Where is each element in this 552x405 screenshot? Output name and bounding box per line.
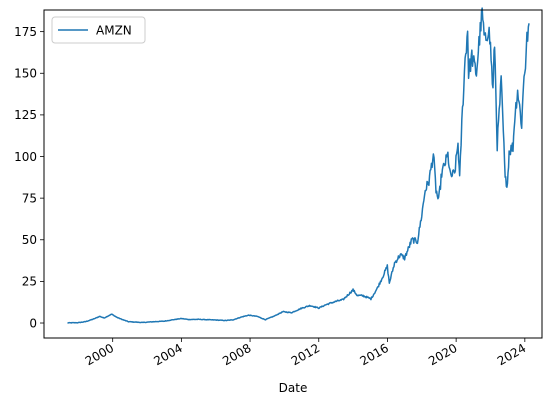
legend: AMZN: [51, 16, 146, 44]
y-tick-label-75: 75: [22, 191, 37, 205]
legend-label: AMZN: [96, 24, 132, 38]
plot-frame: [43, 9, 543, 339]
y-tick-label-125: 125: [14, 108, 37, 122]
y-tick-label-0: 0: [29, 316, 37, 330]
series-line-amzn: [67, 7, 530, 324]
y-tick-label-175: 175: [14, 25, 37, 39]
y-tick-label-25: 25: [22, 275, 37, 289]
y-axis: 0 25 50 75 100 125 150 175: [14, 25, 44, 330]
y-tick-label-100: 100: [14, 150, 37, 164]
legend-box: [51, 16, 146, 44]
x-axis-label: Date: [279, 381, 308, 395]
series-layer: [67, 7, 530, 324]
y-tick-label-150: 150: [14, 67, 37, 81]
y-tick-label-50: 50: [22, 233, 37, 247]
